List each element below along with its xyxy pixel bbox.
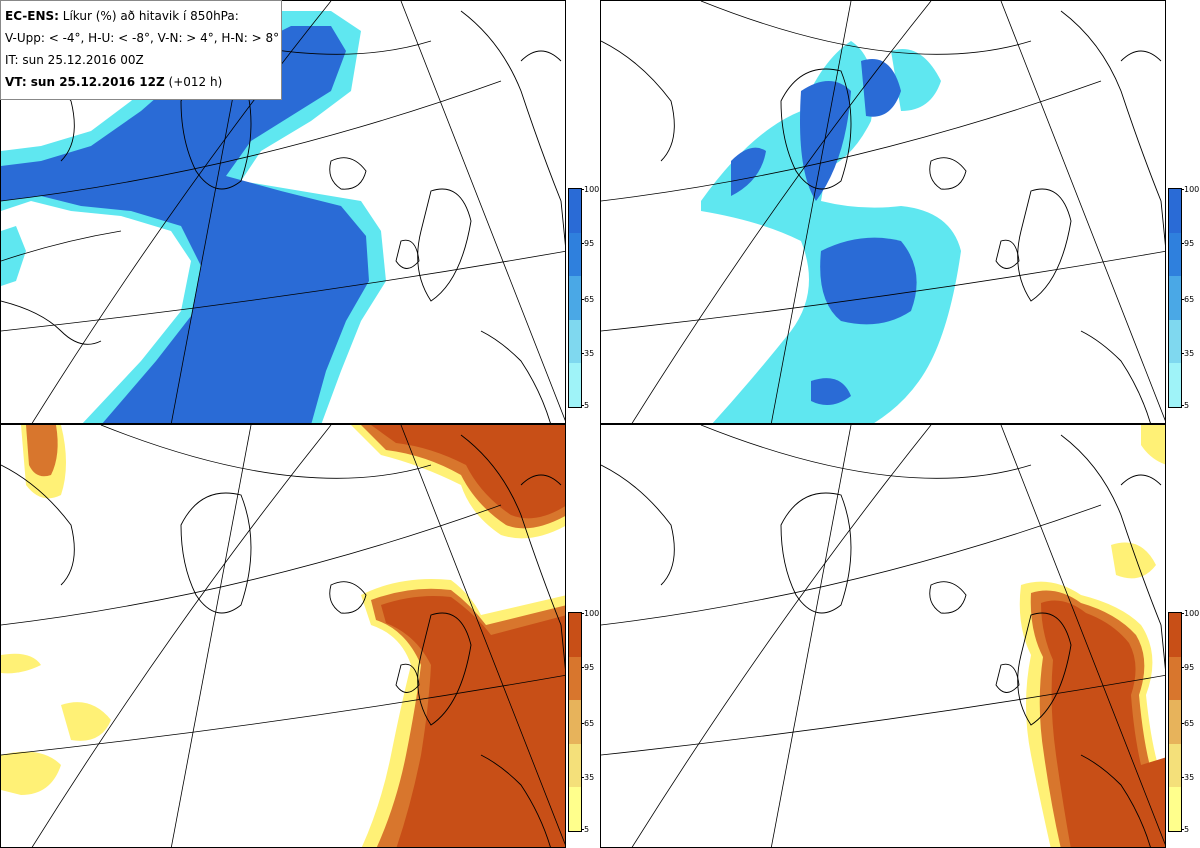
colorbar-cold-top: 100 95 65 35 5 xyxy=(568,185,618,410)
colorbar-tick: 95 xyxy=(1180,663,1195,672)
map-svg-bottom-right xyxy=(601,425,1165,847)
map-panel-top-right xyxy=(600,0,1166,424)
colorbar-swatches xyxy=(568,188,582,408)
map-panel-bottom-right xyxy=(600,424,1166,848)
colorbar-tick: 35 xyxy=(1180,773,1195,782)
colorbar-tick: 95 xyxy=(580,239,595,248)
colorbar-tick: 35 xyxy=(580,349,595,358)
initial-time-text: IT: sun 25.12.2016 00Z xyxy=(5,53,144,67)
map-svg-top-right xyxy=(601,1,1165,423)
thresholds-text: V-Upp: < -4°, H-U: < -8°, V-N: > 4°, H-N… xyxy=(5,31,280,45)
valid-time-row: VT: sun 25.12.2016 12Z (+012 h) xyxy=(5,71,277,93)
colorbar-tick: 100 xyxy=(580,185,600,194)
colorbar-warm-bottom: 100 95 65 35 5 xyxy=(568,609,618,834)
description-text: Líkur (%) að hitavik í 850hPa: xyxy=(62,9,239,23)
colorbar-tick: 100 xyxy=(1180,185,1200,194)
lead-time-text: (+012 h) xyxy=(168,75,223,89)
colorbar-tick: 100 xyxy=(1180,609,1200,618)
colorbar-tick: 5 xyxy=(1180,401,1190,410)
colorbar-cold-top-right: 100 95 65 35 5 xyxy=(1168,185,1200,410)
colorbar-tick: 5 xyxy=(580,825,590,834)
colorbar-tick: 35 xyxy=(580,773,595,782)
colorbar-swatches xyxy=(1168,612,1182,832)
colorbar-tick: 35 xyxy=(1180,349,1195,358)
colorbar-tick: 100 xyxy=(580,609,600,618)
colorbar-tick: 65 xyxy=(1180,295,1195,304)
map-legend: EC-ENS: Líkur (%) að hitavik í 850hPa: V… xyxy=(0,0,282,100)
map-svg-top-left xyxy=(1,1,565,423)
colorbar-tick: 65 xyxy=(580,295,595,304)
map-panel-top-left xyxy=(0,0,566,424)
legend-title-row: EC-ENS: Líkur (%) að hitavik í 850hPa: xyxy=(5,5,277,27)
colorbar-tick: 5 xyxy=(1180,825,1190,834)
colorbar-swatches xyxy=(1168,188,1182,408)
colorbar-tick: 95 xyxy=(1180,239,1195,248)
colorbar-tick: 65 xyxy=(1180,719,1195,728)
colorbar-swatches xyxy=(568,612,582,832)
colorbar-tick: 95 xyxy=(580,663,595,672)
model-name: EC-ENS: xyxy=(5,9,59,23)
colorbar-tick: 5 xyxy=(580,401,590,410)
map-panel-bottom-left xyxy=(0,424,566,848)
colorbar-tick: 65 xyxy=(580,719,595,728)
valid-time-text: VT: sun 25.12.2016 12Z xyxy=(5,75,165,89)
colorbar-warm-bottom-right: 100 95 65 35 5 xyxy=(1168,609,1200,834)
map-svg-bottom-left xyxy=(1,425,565,847)
